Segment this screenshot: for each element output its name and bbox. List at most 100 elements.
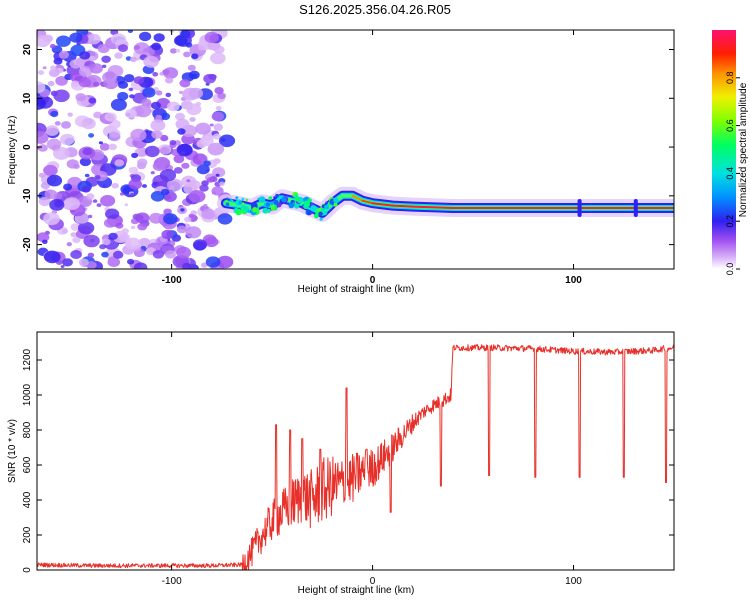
noise-blob xyxy=(187,64,196,71)
noise-blob xyxy=(93,111,102,119)
noise-blob xyxy=(198,45,205,51)
spectrogram-x-tick-label: 0 xyxy=(370,275,376,286)
noise-blob xyxy=(93,81,100,87)
turbulence-blob xyxy=(226,197,229,200)
noise-blob xyxy=(151,101,161,110)
noise-blob xyxy=(152,72,159,77)
noise-blob xyxy=(217,213,233,225)
turbulence-blob xyxy=(306,209,313,216)
noise-blob xyxy=(137,223,148,231)
turbulence-blob xyxy=(235,208,242,216)
noise-blob xyxy=(78,258,89,267)
noise-blob xyxy=(60,265,65,268)
noise-blob xyxy=(101,251,109,258)
noise-blob xyxy=(127,30,133,33)
noise-blob xyxy=(58,50,69,59)
noise-blob xyxy=(163,213,178,225)
snr-frame xyxy=(36,331,675,571)
figure-title: S126.2025.356.04.26.R05 xyxy=(299,2,451,17)
noise-blob xyxy=(71,80,80,87)
noise-blob xyxy=(152,161,166,172)
noise-blob xyxy=(55,76,68,86)
spectrogram-y-axis-label: Frequency (Hz) xyxy=(7,116,18,185)
noise-blob xyxy=(49,199,65,211)
noise-blob xyxy=(99,143,110,151)
noise-blob xyxy=(89,55,96,61)
noise-blob xyxy=(102,71,118,83)
noise-blob xyxy=(70,223,81,231)
turbulence-blob xyxy=(262,207,269,214)
noise-blob xyxy=(118,44,128,52)
noise-blob xyxy=(38,172,45,178)
snr-x-tick-label: -100 xyxy=(162,576,182,587)
noise-blob xyxy=(129,193,135,197)
noise-blob xyxy=(218,181,225,186)
noise-blob xyxy=(79,157,91,167)
noise-blob xyxy=(44,189,58,200)
spectrogram-x-axis-label: Height of straight line (km) xyxy=(298,284,415,295)
noise-blob xyxy=(153,33,165,42)
noise-blob xyxy=(83,234,100,248)
colorbar-tick-label: 0.4 xyxy=(725,167,735,180)
noise-blob xyxy=(38,196,51,207)
noise-blob xyxy=(173,154,185,164)
noise-blob xyxy=(201,208,216,220)
noise-blob xyxy=(151,130,163,139)
noise-blob xyxy=(165,77,174,84)
noise-blob xyxy=(218,134,236,148)
spectrogram-y-tick-label: 20 xyxy=(22,44,33,56)
snr-x-tick-label: 0 xyxy=(370,576,376,587)
band-disturbance xyxy=(633,199,638,217)
turbulence-blob xyxy=(295,197,301,202)
noise-blob xyxy=(45,125,59,136)
noise-blob xyxy=(37,131,49,144)
noise-blob xyxy=(192,239,208,251)
noise-blob xyxy=(205,82,210,86)
turbulence-blob xyxy=(310,205,317,212)
noise-blob xyxy=(70,232,77,238)
spectrogram-frame xyxy=(36,29,675,270)
noise-blob xyxy=(82,147,93,156)
noise-blob xyxy=(88,133,95,138)
spectrogram-x-tick-label: -100 xyxy=(162,275,182,286)
turbulence-blob xyxy=(241,197,245,201)
noise-blob xyxy=(191,73,198,79)
noise-blob xyxy=(69,32,83,43)
signal-core xyxy=(391,204,414,208)
snr-y-tick-label: 400 xyxy=(22,491,33,508)
noise-blob xyxy=(98,141,103,145)
noise-blob xyxy=(173,167,183,174)
spectrogram-marks xyxy=(37,30,674,269)
snr-x-tick-label: 100 xyxy=(565,576,582,587)
noise-blob xyxy=(49,44,56,49)
noise-blob xyxy=(86,261,97,269)
noise-blob xyxy=(130,225,136,230)
turbulence-blob xyxy=(303,203,309,210)
noise-blob xyxy=(177,128,186,135)
noise-blob xyxy=(143,55,159,68)
noise-blob xyxy=(129,94,135,99)
spectrogram-x-tick-label: 100 xyxy=(565,275,582,286)
noise-blob xyxy=(56,35,71,47)
turbulence-blob xyxy=(333,197,339,203)
noise-blob xyxy=(50,110,59,118)
turbulence-blob xyxy=(268,196,273,201)
turbulence-blob xyxy=(275,193,279,198)
noise-blob xyxy=(46,174,63,187)
snr-y-tick-label: 1200 xyxy=(22,348,33,371)
turbulence-blob xyxy=(231,199,234,202)
noise-blob xyxy=(100,195,116,207)
noise-blob xyxy=(176,143,193,156)
noise-blob xyxy=(128,87,134,92)
noise-blob xyxy=(199,184,209,192)
turbulence-blob xyxy=(319,217,323,221)
noise-blob xyxy=(81,185,91,193)
noise-blob xyxy=(212,167,226,178)
snr-x-axis-label: Height of straight line (km) xyxy=(298,585,415,596)
snr-line xyxy=(37,344,674,570)
noise-blob xyxy=(99,244,106,250)
noise-blob xyxy=(40,181,51,190)
